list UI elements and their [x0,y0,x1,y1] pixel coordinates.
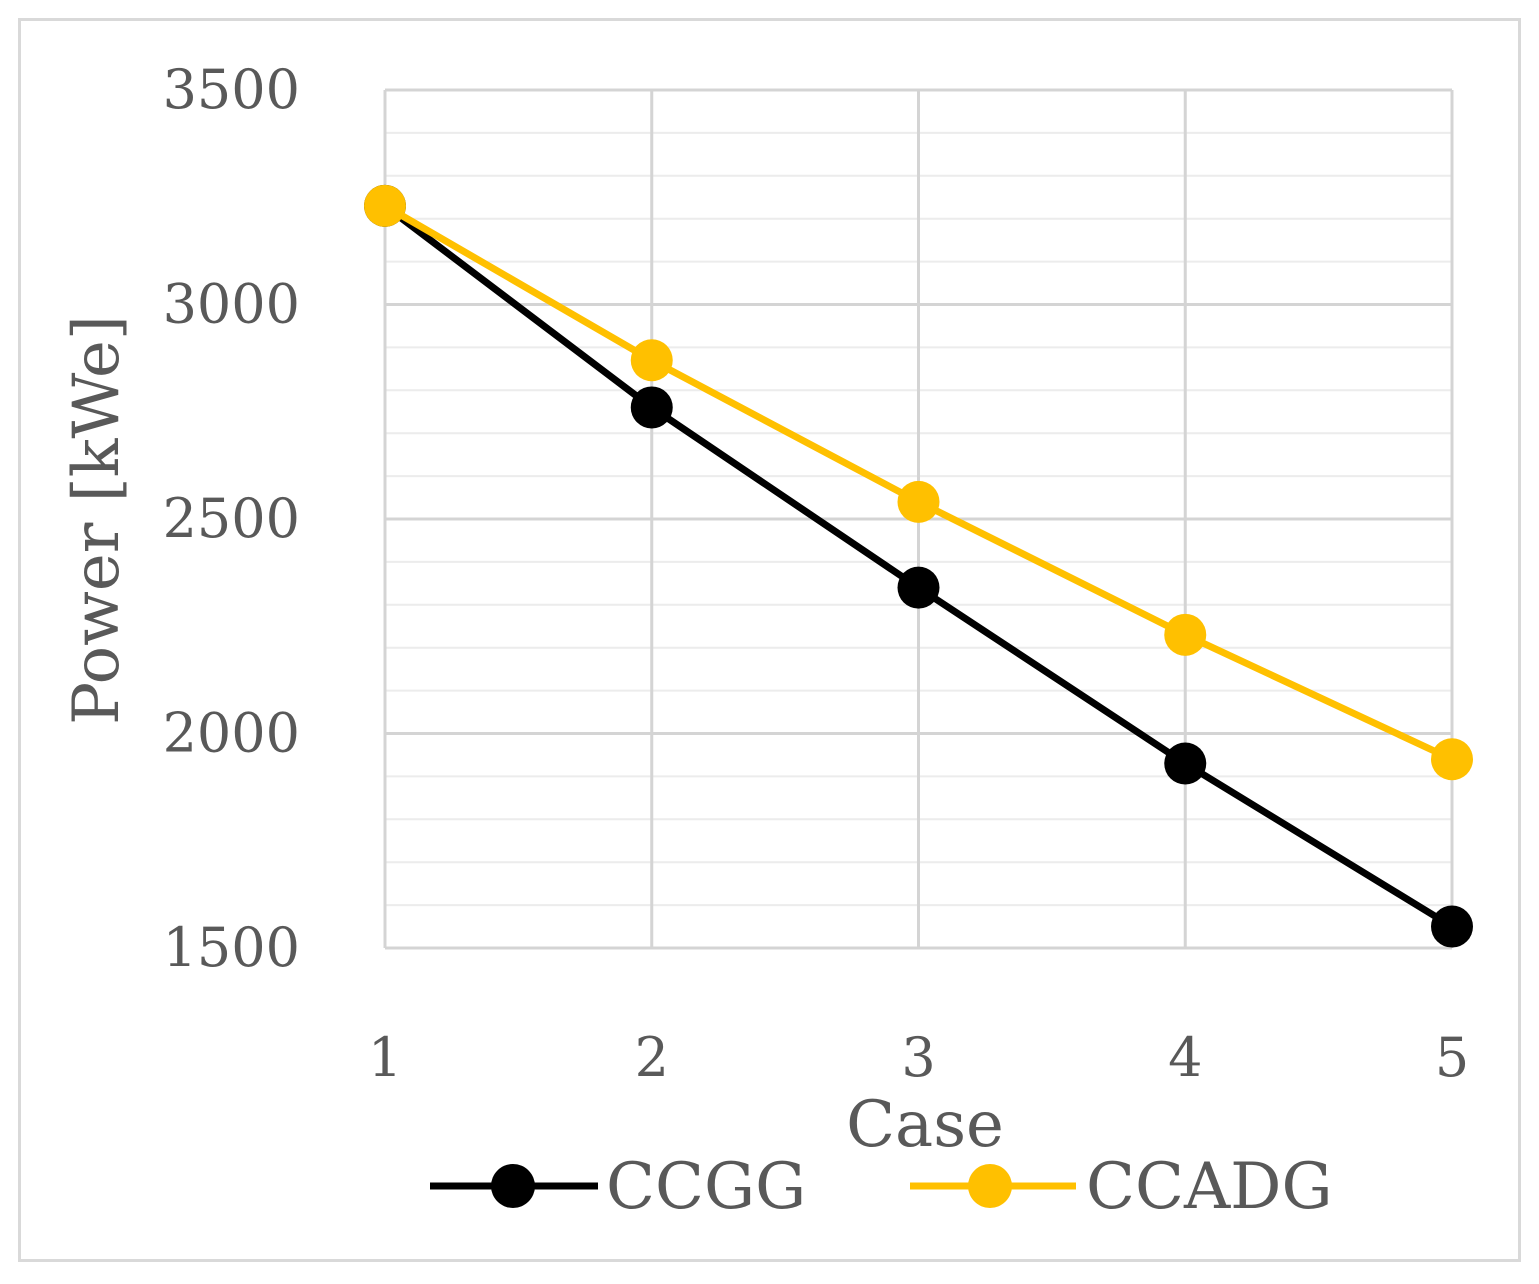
series-layer [364,184,1473,948]
data-point-ccadg[interactable] [630,339,673,382]
x-axis-tick-labels: 1 2 3 4 5 [368,1026,1469,1089]
data-point-ccadg[interactable] [364,184,406,227]
data-point-ccadg[interactable] [1431,738,1473,781]
x-tick-label: 1 [368,1026,402,1089]
series-ccadg [364,184,1473,781]
x-tick-label: 2 [635,1026,669,1089]
data-point-ccgg[interactable] [630,386,673,429]
legend-marker-ccgg [491,1164,535,1208]
legend-label-ccadg: CCADG [1086,1150,1333,1224]
y-tick-label: 2500 [163,487,300,550]
y-tick-label: 1500 [163,916,300,979]
x-axis-title: Case [846,1088,1004,1162]
data-point-ccgg[interactable] [1164,742,1207,785]
x-tick-label: 5 [1435,1026,1469,1089]
legend[interactable]: CCGG CCADG [430,1150,1333,1224]
chart-frame [18,18,1521,1262]
x-tick-label: 4 [1168,1026,1202,1089]
y-tick-label: 3000 [163,273,300,336]
legend-item-ccadg[interactable]: CCADG [910,1150,1333,1224]
y-axis-title: Power [kWe] [60,315,134,725]
data-point-ccgg[interactable] [1431,905,1473,948]
data-point-ccadg[interactable] [897,480,940,523]
legend-label-ccgg: CCGG [606,1150,806,1224]
data-point-ccadg[interactable] [1164,613,1207,656]
x-tick-label: 3 [901,1026,935,1089]
data-point-ccgg[interactable] [897,566,940,609]
y-tick-label: 3500 [163,58,300,121]
legend-marker-ccadg [968,1164,1012,1208]
legend-item-ccgg[interactable]: CCGG [430,1150,806,1224]
y-axis-tick-labels: 1500 2000 2500 3000 3500 [163,58,300,979]
y-tick-label: 2000 [163,702,300,765]
